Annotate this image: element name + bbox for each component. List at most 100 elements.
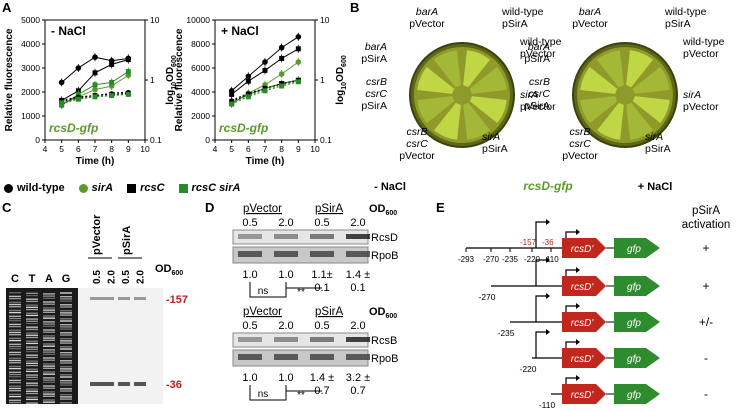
quant-value: 1.4 ±: [310, 372, 334, 384]
strain-plasmid-label: csrC: [406, 138, 428, 150]
od-value: 2.0: [107, 270, 118, 284]
gel-band: [43, 309, 55, 311]
data-point: [295, 59, 302, 65]
gel-band: [43, 353, 55, 355]
panel-label-b: B: [350, 0, 360, 15]
data-point: [109, 79, 115, 85]
od-value: 2.0: [278, 320, 293, 332]
legend-marker-icon: [127, 183, 137, 193]
quant-value: 1.0: [278, 372, 293, 384]
od-value: 0.5: [314, 217, 329, 229]
gene-label: gfp: [627, 244, 641, 255]
gel-band: [26, 378, 38, 381]
gel-band: [26, 334, 38, 336]
gel-band: [9, 301, 21, 303]
strain-plasmid-label: csrB: [407, 126, 428, 138]
y2-tick-label: 0.1: [150, 135, 162, 145]
gel-band: [9, 371, 21, 373]
plasmid-label: pSirA: [315, 306, 343, 318]
activation-value: -: [704, 387, 708, 401]
gel-band: [60, 402, 72, 404]
gel-band: [9, 343, 21, 345]
gel-band: [26, 354, 38, 356]
gene-label: gfp: [627, 282, 641, 293]
od-label: OD600: [155, 263, 183, 277]
plate-streak: [626, 102, 654, 140]
gel-band: [9, 381, 21, 384]
gel-band: [43, 385, 55, 387]
rcsd-gene-arrow: [562, 238, 606, 258]
tss-arrow-icon: [535, 259, 546, 286]
gel-band: [26, 298, 38, 300]
data-point: [92, 54, 98, 60]
od-value: 0.5: [314, 320, 329, 332]
gel-band: [60, 394, 72, 396]
x-tick-label: 8: [279, 144, 284, 154]
position-label: -270: [483, 255, 500, 264]
gel-band: [26, 348, 38, 350]
y-tick-label: 0: [205, 135, 210, 145]
position-label: -220: [524, 255, 541, 264]
gel-band: [60, 310, 72, 312]
data-point: [58, 79, 65, 86]
protein-band: [238, 337, 262, 342]
gel-band: [9, 323, 21, 326]
y-axis-title: Relative fluorescence: [174, 28, 185, 131]
data-point: [278, 44, 285, 51]
tss-arrowhead-icon: [546, 293, 550, 299]
gel-band: [43, 321, 55, 323]
plasmid-label: pVector: [243, 306, 282, 318]
y-tick-label: 6000: [191, 63, 210, 73]
gel-band: [60, 390, 72, 392]
gel-band: [60, 298, 72, 300]
protein-band: [310, 234, 334, 239]
promoter-construct: rcsD' gfp - -220: [519, 329, 708, 374]
plate-streak: [580, 67, 618, 94]
plate: barApVectorwild-typepSirAwild-typepVecto…: [361, 6, 561, 193]
x-tick-label: 7: [263, 144, 268, 154]
gel-band: [9, 351, 21, 354]
activation-value: +: [702, 279, 709, 293]
gel-band: [43, 367, 55, 369]
gel-band: [43, 381, 55, 383]
start-position-label: -270: [478, 292, 495, 302]
legend-item: rcsC: [127, 182, 165, 194]
gel-band: [26, 374, 38, 376]
panel-label-c: C: [2, 200, 12, 215]
gel-band: [60, 354, 72, 356]
x-axis-title: Time (h): [246, 156, 285, 167]
gel-band: [43, 373, 55, 375]
extension-band: [134, 382, 146, 386]
strain-plasmid-label: wild-type: [501, 6, 544, 18]
position-marker: -157: [520, 238, 537, 247]
legend-label: rcsC: [140, 182, 165, 194]
extension-band: [118, 382, 130, 386]
gel-band: [43, 323, 55, 325]
quant-error: 0.7: [350, 385, 365, 397]
protein-band: [238, 354, 262, 360]
legend-marker-icon: [4, 183, 13, 193]
rcsd-gene-arrow: [562, 276, 606, 296]
y-tick-label: 4000: [21, 39, 40, 49]
gel-band: [9, 292, 21, 294]
gel-band: [9, 387, 21, 390]
western-blot-block: pVector pSirA OD600 0.5 2.0 0.5 2.0 RcsD RpoB 1.0…: [232, 203, 399, 298]
target-protein-label: RcsD: [371, 232, 398, 244]
protein-band: [274, 337, 298, 342]
gel-band: [60, 292, 72, 294]
gel-band: [9, 401, 21, 404]
strain-plasmid-label: pVector: [399, 150, 435, 162]
tss-arrowhead-icon: [576, 229, 580, 235]
gel-band: [9, 317, 21, 320]
position-marker: -157: [166, 294, 188, 306]
gel-band: [43, 365, 55, 367]
data-point: [75, 96, 81, 102]
strain-plasmid-label: pVector: [572, 18, 608, 30]
gel-band: [9, 303, 21, 306]
plate-streak: [626, 50, 653, 88]
gel-band: [60, 346, 72, 348]
plate-streak: [469, 66, 507, 94]
strain-plasmid-label: pVector: [562, 150, 598, 162]
gel-band: [26, 356, 38, 359]
